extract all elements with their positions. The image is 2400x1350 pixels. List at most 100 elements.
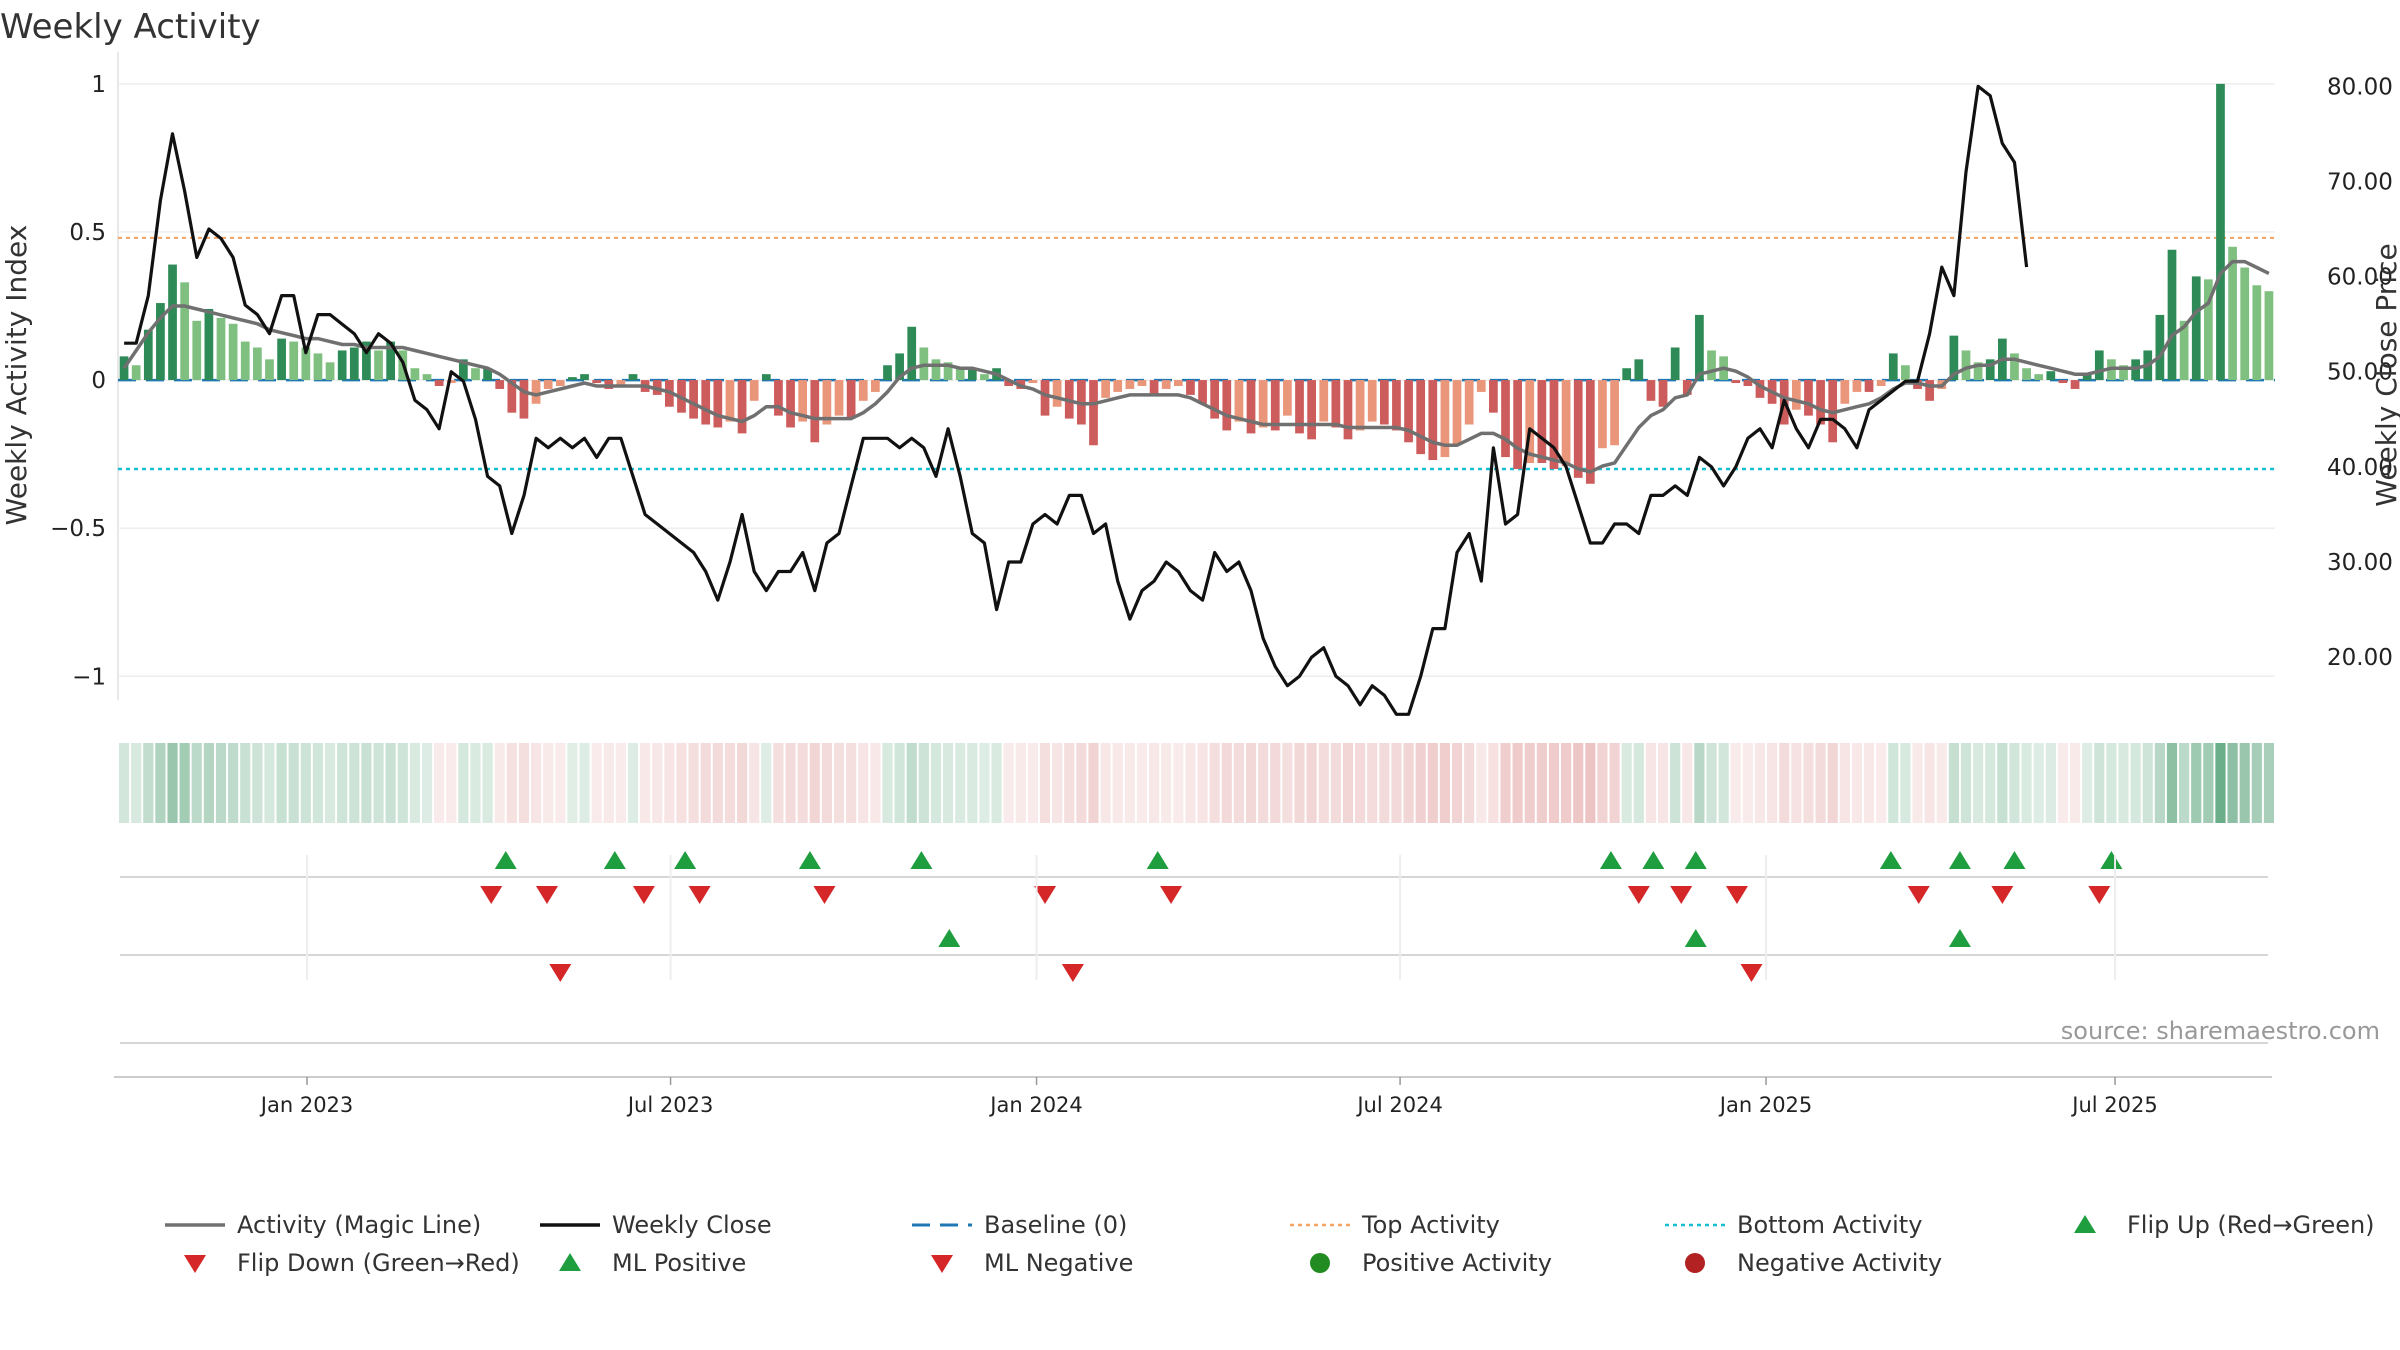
activity-bar: [1755, 380, 1765, 398]
activity-bar: [725, 380, 735, 422]
flip-up-marker: [603, 851, 626, 869]
activity-bar: [1658, 380, 1668, 407]
legend-label: Activity (Magic Line): [237, 1211, 481, 1239]
heat-cell: [1815, 743, 1826, 823]
heat-cell: [518, 743, 530, 823]
activity-bar: [192, 320, 202, 381]
heat-cell: [688, 743, 699, 823]
heat-cell: [955, 743, 966, 823]
heat-cell: [591, 743, 602, 823]
heat-cell: [603, 743, 614, 823]
heat-cell: [470, 743, 481, 823]
heat-cell: [761, 743, 772, 823]
heat-cell: [2021, 743, 2032, 823]
heat-cell: [2094, 743, 2105, 823]
activity-bar: [119, 356, 129, 381]
activity-bar: [1973, 362, 1983, 381]
legend-swatch-down: [931, 1255, 953, 1273]
activity-bar: [1622, 368, 1632, 381]
activity-bar: [180, 282, 190, 381]
activity-bar: [2167, 249, 2177, 381]
heat-cell: [1694, 743, 1705, 823]
heat-cell: [930, 743, 942, 823]
activity-bar: [701, 380, 711, 425]
activity-bar: [580, 374, 589, 381]
activity-bar: [1695, 314, 1704, 381]
x-axis: Jan 2023 Jul 2023 Jan 2024 Jul 2024 Jan 2025…: [114, 855, 2272, 1117]
heat-cell: [1621, 743, 1632, 823]
heat-cell: [276, 743, 287, 823]
activity-bar: [628, 374, 638, 381]
heat-cell: [1936, 743, 1947, 823]
activity-bar: [131, 365, 141, 381]
activity-bar: [1343, 380, 1353, 440]
legend-label: Baseline (0): [984, 1211, 1127, 1239]
activity-bar: [1840, 380, 1850, 404]
activity-bar: [446, 380, 456, 384]
heat-cell: [785, 743, 796, 823]
activity-bar: [531, 380, 541, 404]
heat-cell: [1985, 743, 1996, 823]
heat-cell: [1342, 743, 1354, 823]
flip-down-marker: [2088, 886, 2111, 904]
heat-cell: [809, 743, 820, 823]
activity-bar: [2240, 267, 2250, 381]
activity-bar: [289, 341, 299, 381]
activity-bar: [374, 350, 383, 381]
legend-swatch-up: [2074, 1215, 2096, 1233]
heat-cell: [1924, 743, 1935, 823]
heat-cell: [1645, 743, 1657, 823]
activity-bar: [301, 347, 311, 381]
activity-bar: [1610, 380, 1619, 446]
activity-bar: [337, 350, 347, 381]
activity-bar: [1816, 380, 1825, 425]
heat-cell: [2154, 743, 2165, 823]
heat-cell: [203, 743, 214, 823]
activity-bar: [1646, 380, 1656, 401]
activity-bar: [1985, 359, 1995, 381]
activity-bar: [1513, 380, 1522, 469]
heat-cell: [797, 743, 808, 823]
activity-bar: [1634, 359, 1644, 381]
flip-down-marker: [549, 964, 572, 982]
activity-bar: [1961, 350, 1971, 381]
heat-cell: [1197, 743, 1208, 823]
heat-cell: [858, 743, 869, 823]
activity-bar: [156, 303, 165, 381]
flip-marker-panels: [120, 851, 2268, 1044]
activity-bar: [1888, 353, 1898, 381]
activity-bar: [895, 353, 904, 381]
heat-cell: [434, 743, 445, 823]
heat-cell: [1730, 743, 1741, 823]
activity-bar: [2058, 380, 2068, 384]
activity-bar: [2203, 279, 2213, 381]
activity-bar: [568, 377, 577, 381]
activity-bar: [386, 341, 396, 381]
activity-bar: [277, 338, 286, 381]
heat-cell: [215, 743, 227, 823]
heat-cell: [252, 743, 263, 823]
legend-label: Weekly Close: [612, 1211, 772, 1239]
heat-cell: [991, 743, 1002, 823]
heat-cell: [1585, 743, 1596, 823]
activity-bar: [1307, 380, 1316, 440]
activity-bar: [1501, 380, 1510, 458]
source-note: source: sharemaestro.com: [2061, 1017, 2380, 1045]
heat-cell: [1221, 743, 1232, 823]
activity-bar: [1149, 380, 1159, 395]
heat-cell: [2009, 743, 2020, 823]
activity-bar: [1404, 380, 1413, 443]
heat-cell: [870, 743, 881, 823]
activity-bar: [543, 380, 553, 389]
activity-bar: [362, 341, 371, 381]
heat-cell: [1233, 743, 1245, 823]
activity-bar: [1258, 380, 1268, 428]
flip-up-marker: [1684, 851, 1707, 869]
heat-cell: [482, 743, 493, 823]
heat-cell: [724, 743, 736, 823]
heat-cell: [1209, 743, 1220, 823]
heat-cell: [1524, 743, 1535, 823]
flip-down-marker: [813, 886, 836, 904]
heat-cell: [1124, 743, 1135, 823]
